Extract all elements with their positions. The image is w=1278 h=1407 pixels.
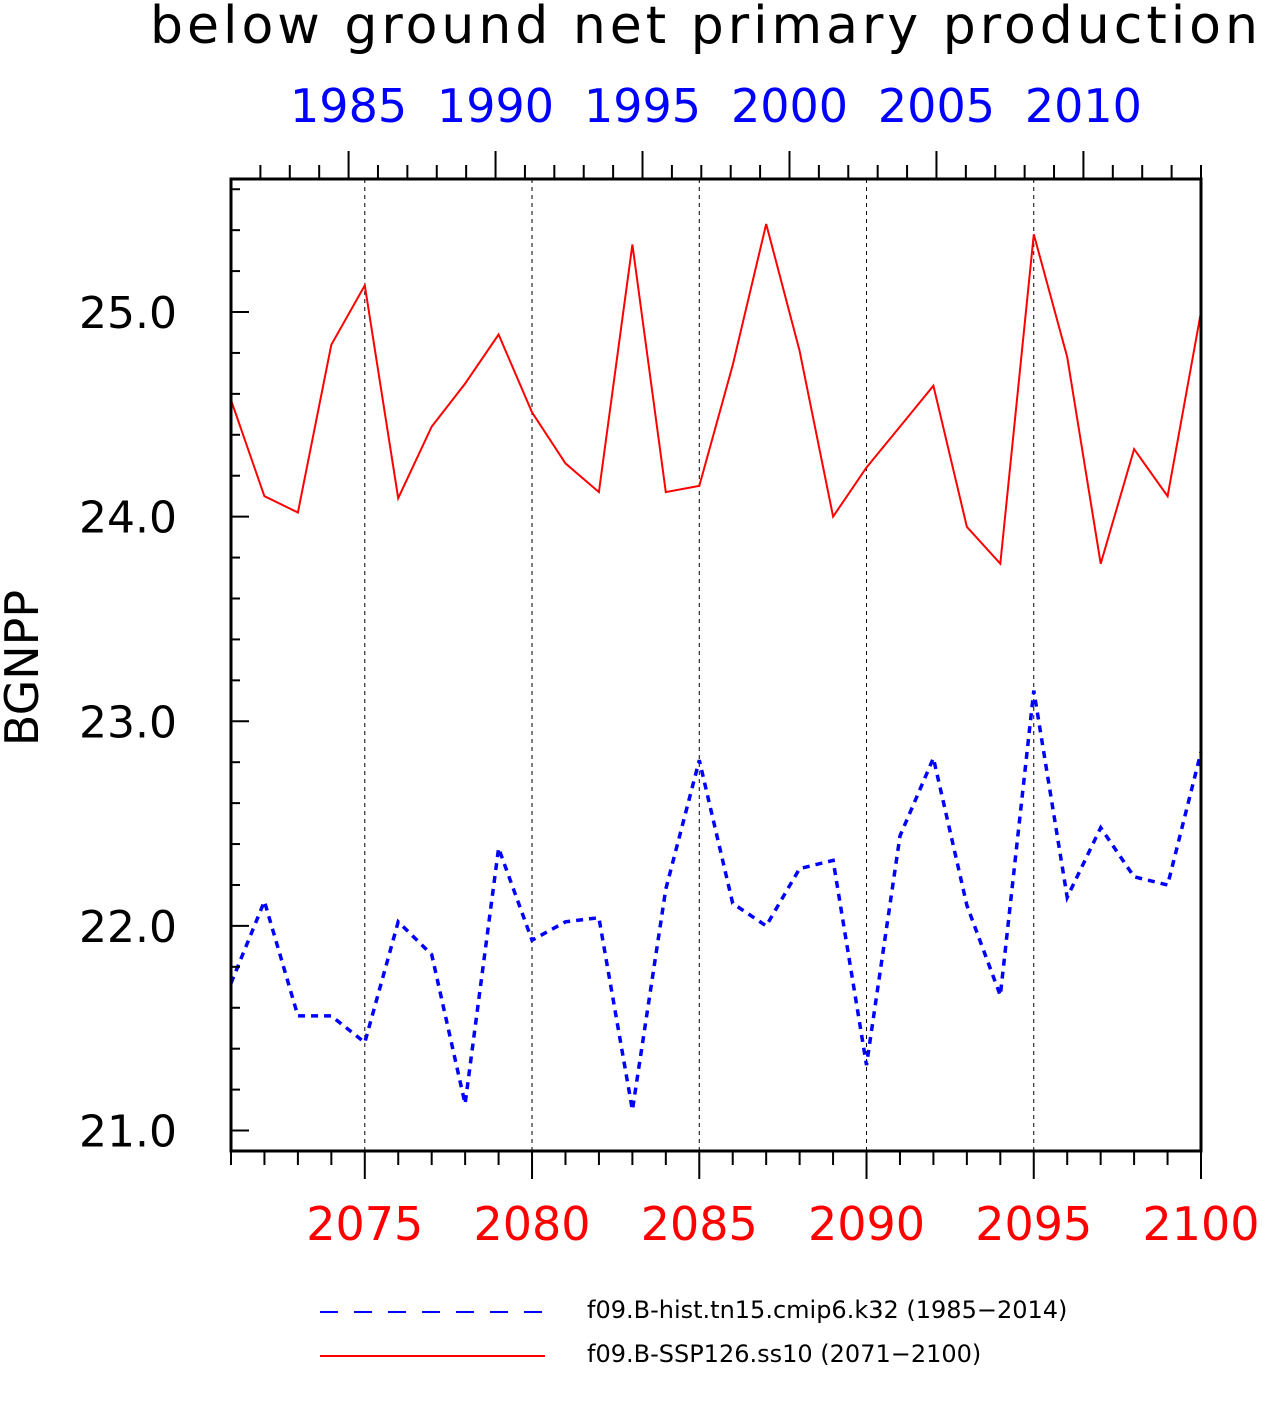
plot-frame [229,177,1203,1153]
x-top-tick-label: 2010 [1025,79,1142,133]
x-bottom-tick-label: 2095 [975,1197,1092,1251]
x-bottom-tick-label: 2080 [473,1197,590,1251]
legend-label-hist: f09.B-hist.tn15.cmip6.k32 (1985−2014) [587,1296,1068,1324]
x-top-tick-label: 2000 [731,79,848,133]
x-bottom-tick-label: 2085 [641,1197,758,1251]
x-top-tick-label: 1985 [290,79,407,133]
x-bottom-tick-label: 2100 [1142,1197,1259,1251]
y-tick-label: 21.0 [79,1107,177,1158]
legend-label-ssp: f09.B-SSP126.ss10 (2071−2100) [587,1340,982,1368]
y-tick-label: 23.0 [79,697,177,748]
series-line-1 [230,223,1202,567]
series-line-0 [229,690,1203,1111]
x-top-tick-label: 1995 [584,79,701,133]
y-tick-label: 24.0 [79,493,177,544]
y-tick-label: 25.0 [79,288,177,339]
x-top-tick-label: 1990 [437,79,554,133]
chart-title: below ground net primary production [150,0,1262,56]
y-tick-label: 22.0 [79,902,177,953]
x-top-tick-label: 2005 [878,79,995,133]
x-bottom-tick-label: 2075 [306,1197,423,1251]
x-bottom-tick-label: 2090 [808,1197,925,1251]
